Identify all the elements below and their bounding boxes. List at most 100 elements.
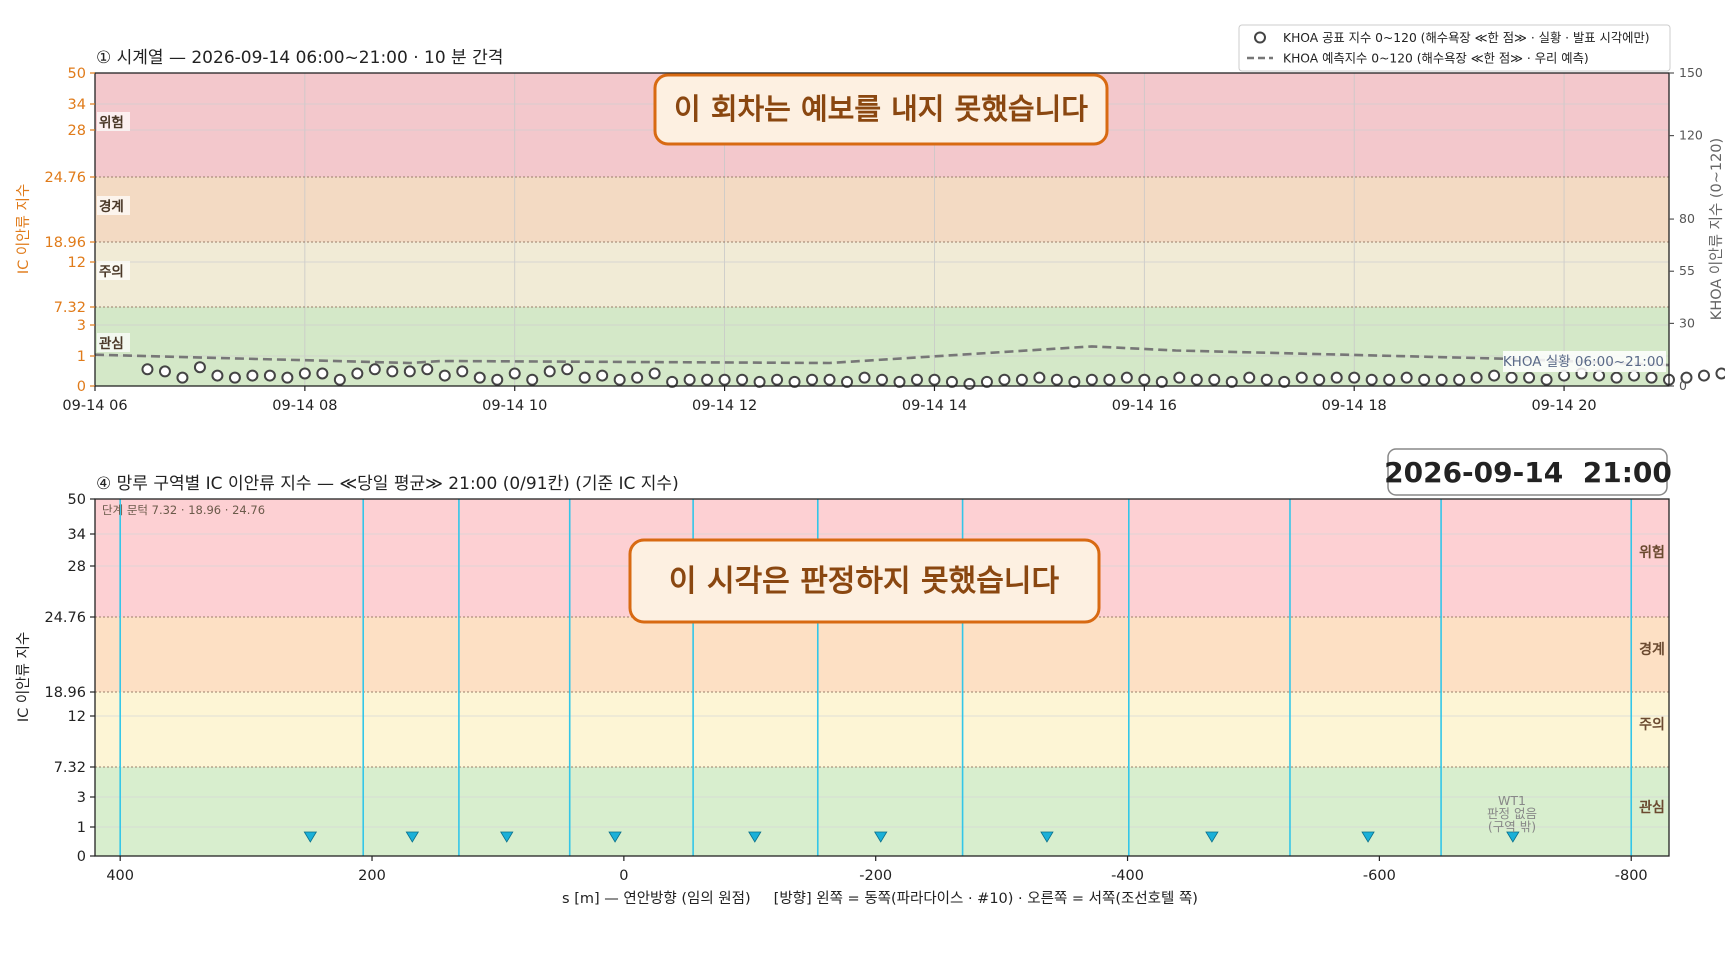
bottom-band-label-1: 관심	[1639, 799, 1665, 816]
khoa-observed-point	[1330, 371, 1343, 384]
bottom-y-axis-label: IC 이안류 지수	[15, 632, 32, 722]
khoa-observed-point	[1365, 373, 1378, 386]
top-right-tick-label: 30	[1679, 315, 1695, 330]
khoa-observed-point	[683, 373, 696, 386]
khoa-observed-point	[1418, 373, 1431, 386]
svg-text:주의: 주의	[99, 263, 124, 280]
wt1-label: WT1 판정 없음 (구역 밖)	[1487, 793, 1537, 834]
top-right-tick-label: 80	[1679, 211, 1695, 226]
khoa-observed-point	[1103, 373, 1116, 386]
khoa-observed-point	[1138, 373, 1151, 386]
bottom-x-tick-label: 400	[106, 868, 134, 884]
threshold-note: 단계 문턱 7.32 · 18.96 · 24.76	[102, 503, 265, 517]
tower-marker-icon	[748, 831, 762, 843]
top-right-tick-label: 150	[1679, 65, 1703, 80]
khoa-observed-point	[1435, 373, 1448, 386]
wt1-label-line2: 판정 없음	[1487, 806, 1537, 821]
bottom-x-tick-label: -400	[1111, 868, 1144, 884]
khoa-observed-point	[1715, 367, 1725, 380]
khoa-observed-point	[298, 367, 311, 380]
khoa-observed-point	[1523, 371, 1536, 384]
tower-marker-icon	[874, 831, 888, 843]
khoa-observed-point	[771, 373, 784, 386]
khoa-observed-point	[561, 363, 574, 376]
khoa-observed-point	[980, 375, 993, 388]
khoa-observed-point	[1628, 369, 1641, 382]
khoa-observed-point	[1680, 371, 1693, 384]
tower-marker-icon	[1361, 831, 1375, 843]
tower-marker-icon	[1040, 831, 1054, 843]
khoa-observed-point	[141, 363, 154, 376]
khoa-observed-point	[316, 367, 329, 380]
khoa-observed-point	[806, 373, 819, 386]
khoa-observed-point	[858, 371, 871, 384]
khoa-observed-point	[1015, 373, 1028, 386]
khoa-observed-point	[246, 369, 259, 382]
bottom-band-labels: 관심 주의 경계 위험	[1639, 544, 1665, 816]
khoa-observed-point	[1295, 371, 1308, 384]
khoa-observed-point	[648, 367, 661, 380]
bottom-band-label-4: 위험	[1639, 544, 1665, 561]
bottom-y-axis-ticks: 0 1 3 7.32 12 18.96 24.76 28 34 50	[44, 492, 95, 865]
bottom-y-tick-label: 3	[77, 790, 86, 806]
top-x-tick-label: 09-14 18	[1322, 398, 1387, 414]
top-y-tick-label: 1	[77, 349, 86, 365]
top-right-tick-label: 55	[1679, 263, 1695, 278]
tower-marker-icon	[1205, 831, 1219, 843]
khoa-observed-point	[578, 371, 591, 384]
svg-text:경계: 경계	[99, 198, 124, 215]
tower-marker-icon	[500, 831, 514, 843]
top-no-forecast-notice: 이 회차는 예보를 내지 못했습니다	[653, 73, 1109, 146]
khoa-observed-point	[543, 365, 556, 378]
top-y-tick-label: 34	[68, 97, 86, 113]
top-left-axis-label: IC 이안류 지수	[15, 184, 32, 274]
khoa-forecast-dashed-line	[94, 345, 1670, 367]
khoa-observed-point	[736, 373, 749, 386]
top-y-tick-label: 12	[68, 255, 86, 271]
khoa-observed-point	[596, 369, 609, 382]
bottom-y-tick-label: 34	[68, 527, 86, 543]
khoa-observed-point	[928, 373, 941, 386]
khoa-observed-point	[1697, 369, 1710, 382]
bottom-x-tick-label: -200	[859, 868, 892, 884]
khoa-observed-point	[963, 377, 976, 390]
khoa-observed-point	[1260, 373, 1273, 386]
wt1-label-line1: WT1	[1498, 793, 1526, 808]
khoa-observed-point	[613, 373, 626, 386]
khoa-observed-point	[281, 371, 294, 384]
khoa-observed-point	[1050, 373, 1063, 386]
top-y-tick-label: 28	[68, 123, 86, 139]
khoa-observed-point	[841, 375, 854, 388]
timestamp-box: 2026-09-14 21:00	[1384, 448, 1672, 496]
khoa-observed-point	[1173, 371, 1186, 384]
khoa-observed-point	[1383, 373, 1396, 386]
bottom-x-axis-label: s [m] — 연안방향 (임의 원점) [방향] 왼쪽 = 동쪽(파라다이스 …	[562, 890, 1198, 907]
top-band-labels: 관심 주의 경계 위험	[97, 112, 130, 352]
khoa-observed-point	[526, 373, 539, 386]
bottom-y-tick-label: 7.32	[54, 760, 86, 776]
bottom-y-tick-label: 28	[68, 559, 86, 575]
khoa-observed-point	[333, 373, 346, 386]
khoa-live-annotation-text: KHOA 실황 06:00~21:00	[1503, 354, 1664, 370]
bottom-band-label-3: 경계	[1639, 641, 1665, 658]
khoa-observed-point	[718, 373, 731, 386]
bottom-x-tick-label: -600	[1363, 868, 1396, 884]
tower-markers	[303, 831, 1520, 843]
top-plot-frame	[94, 72, 1670, 387]
top-x-tick-label: 09-14 06	[62, 398, 127, 414]
khoa-observed-point	[1208, 373, 1221, 386]
top-x-tick-label: 09-14 14	[902, 398, 967, 414]
khoa-observed-point	[1593, 369, 1606, 382]
khoa-observed-point	[945, 375, 958, 388]
khoa-observed-point	[1505, 371, 1518, 384]
top-y-tick-label: 0	[77, 379, 86, 395]
top-right-axis-label: KHOA 이안류 지수 (0~120)	[1708, 138, 1725, 320]
khoa-observed-point	[1540, 373, 1553, 386]
top-y-tick-label: 3	[77, 318, 86, 334]
top-y-tick-label: 18.96	[44, 235, 86, 251]
khoa-observed-point	[386, 365, 399, 378]
timeseries-panel: 관심 주의 경계 위험 0 1 3 7.32 12 18.96 24.76 28 34 50 0 30 55…	[15, 24, 1725, 414]
bottom-band-2	[95, 692, 1669, 767]
khoa-observed-point	[228, 371, 241, 384]
